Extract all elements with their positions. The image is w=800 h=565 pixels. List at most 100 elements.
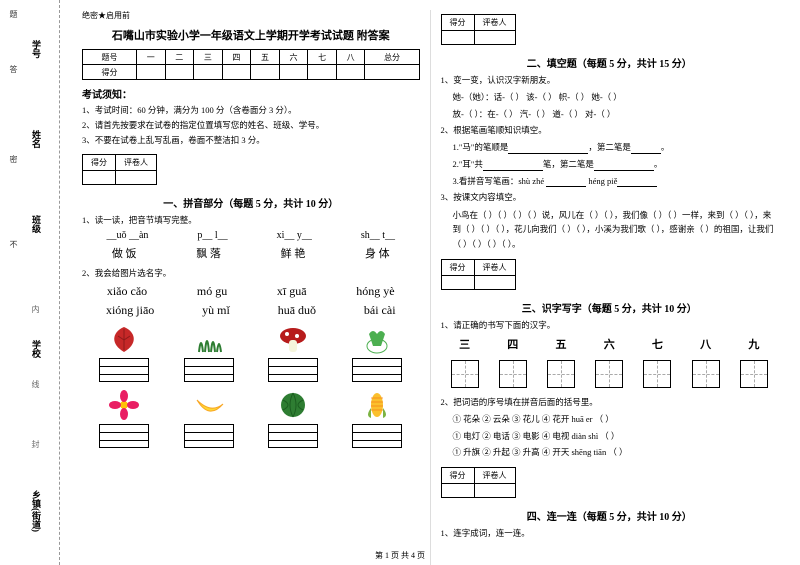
pn2-1: yù mǐ (202, 303, 230, 318)
exam-title: 石嘴山市实验小学一年级语文上学期开学考试试题 附答案 (82, 27, 420, 43)
ch-2: 鲜 艳 (281, 245, 306, 261)
th-0: 题号 (83, 50, 137, 65)
py-0: __uǒ __àn (106, 230, 148, 241)
q3-2: 2、把词语的序号填在拼音后面的括号里。 (441, 396, 779, 409)
cl-0: 三 (459, 336, 470, 352)
score-box-3: 得分评卷人 (441, 259, 516, 290)
pn2-2: huā duǒ (278, 303, 316, 318)
cl-3: 六 (604, 336, 615, 352)
char-boxes (441, 360, 779, 388)
th-3: 三 (194, 50, 223, 65)
q4-1: 1、连字成词，连一连。 (441, 527, 779, 540)
th-5: 五 (251, 50, 280, 65)
field-xuehao: 学号 (30, 40, 43, 58)
char-row: 做 饭 飘 落 鲜 艳 身 体 (82, 245, 420, 261)
left-column: 绝密★启用前 石嘴山市实验小学一年级语文上学期开学考试试题 附答案 题号 一 二… (72, 10, 431, 565)
py-1: p__ l__ (197, 230, 227, 241)
cl-4: 七 (652, 336, 663, 352)
box-1 (499, 360, 527, 388)
pinyin-names-1: xiǎo cǎo mó gu xī guā hóng yè (82, 284, 420, 299)
ch-3: 身 体 (365, 245, 390, 261)
cl-5: 八 (700, 336, 711, 352)
char-labels: 三 四 五 六 七 八 九 (441, 336, 779, 352)
pn2-3: bái cài (364, 303, 396, 318)
sb2-c2: 评卷人 (474, 15, 515, 31)
img-grass (184, 324, 234, 384)
score-box-1: 得分评卷人 (82, 154, 157, 185)
hint-feng: 封 (30, 440, 41, 448)
q3-2-l2: ① 电灯 ② 电话 ③ 电影 ④ 电视 diàn shì （ ） (441, 430, 779, 443)
th-8: 八 (336, 50, 365, 65)
img-corn (352, 390, 402, 450)
pn-0: xiǎo cǎo (107, 284, 147, 299)
py-3: sh__ t__ (361, 230, 395, 241)
sb1-c1: 得分 (83, 154, 116, 170)
pn-1: mó gu (197, 284, 227, 299)
row2-label: 得分 (83, 65, 137, 80)
ch-1: 飘 落 (196, 245, 221, 261)
sb4-c1: 得分 (441, 468, 474, 484)
hint-nei: 内 (30, 305, 41, 313)
img-leaf (99, 324, 149, 384)
q3-2-l3: ① 升旗 ② 升起 ③ 升高 ④ 开天 shēng tiān （ ） (441, 446, 779, 459)
secret-label: 绝密★启用前 (82, 10, 420, 21)
pn2-0: xióng jiāo (106, 303, 154, 318)
section2-title: 二、填空题（每题 5 分，共计 15 分） (441, 55, 779, 70)
image-row-2 (82, 390, 420, 450)
q2-1-l1: 她-（她）：话-（ ） 该-（ ） 帜-（ ） 她-（ ） (441, 91, 779, 104)
hint-mi: 密 (8, 155, 19, 163)
main-content: 绝密★启用前 石嘴山市实验小学一年级语文上学期开学考试试题 附答案 题号 一 二… (60, 0, 800, 565)
th-4: 四 (222, 50, 251, 65)
th-6: 六 (279, 50, 308, 65)
pinyin-row: __uǒ __àn p__ l__ xi__ y__ sh__ t__ (82, 230, 420, 241)
box-6 (740, 360, 768, 388)
q2-3-text: 小鸟在（ ）（ ）（ ）（ ）说，风儿在（ ）（ ），我们像（ ）（ ）一样，来… (441, 208, 779, 251)
hint-bu: 不 (8, 240, 19, 248)
img-cabbage (352, 324, 402, 384)
pn-2: xī guā (277, 284, 307, 299)
img-flower (99, 390, 149, 450)
sb3-c1: 得分 (441, 260, 474, 276)
th-9: 总分 (365, 50, 419, 65)
q2-2: 2、根据笔画笔顺知识填空。 (441, 124, 779, 137)
section4-title: 四、连一连（每题 5 分，共计 10 分） (441, 508, 779, 523)
sb4-c2: 评卷人 (474, 468, 515, 484)
img-watermelon (268, 390, 318, 450)
cl-1: 四 (507, 336, 518, 352)
th-2: 二 (165, 50, 194, 65)
q2-1: 1、变一变，认识汉字新朋友。 (441, 74, 779, 87)
img-banana (184, 390, 234, 450)
py-2: xi__ y__ (277, 230, 312, 241)
binding-column: 题 学号 答 姓名 密 班级 不 内 学校 线 封 乡镇(街道) (0, 0, 60, 565)
q2-2-3: 3.看拼音写笔画：shù zhé héng piě (441, 175, 779, 188)
hint-xian: 线 (30, 380, 41, 388)
q2-3: 3、按课文内容填空。 (441, 191, 779, 204)
pinyin-names-2: xióng jiāo yù mǐ huā duǒ bái cài (82, 303, 420, 318)
notice-1: 1、考试时间：60 分钟，满分为 100 分（含卷面分 3 分）。 (82, 105, 420, 117)
section1-title: 一、拼音部分（每题 5 分，共计 10 分） (82, 195, 420, 210)
page-footer: 第 1 页 共 4 页 (0, 550, 800, 561)
pn-3: hóng yè (356, 284, 394, 299)
q2-2-1: 1."马"的笔顺是，第二笔是。 (441, 141, 779, 154)
field-xingming: 姓名 (30, 130, 43, 148)
th-7: 七 (308, 50, 337, 65)
q1-1: 1、读一读，把音节填写完整。 (82, 214, 420, 227)
field-xuexiao: 学校 (30, 340, 43, 358)
notice-title: 考试须知： (82, 86, 420, 101)
box-2 (547, 360, 575, 388)
th-1: 一 (136, 50, 165, 65)
field-xiangzhen: 乡镇(街道) (30, 490, 43, 532)
ch-0: 做 饭 (112, 245, 137, 261)
sb3-c2: 评卷人 (474, 260, 515, 276)
sb1-c2: 评卷人 (116, 154, 157, 170)
notice-3: 3、不要在试卷上乱写乱画，卷面不整洁扣 3 分。 (82, 135, 420, 147)
right-column: 得分评卷人 二、填空题（每题 5 分，共计 15 分） 1、变一变，认识汉字新朋… (431, 10, 789, 565)
box-5 (692, 360, 720, 388)
score-box-2: 得分评卷人 (441, 14, 516, 45)
score-box-4: 得分评卷人 (441, 467, 516, 498)
cl-6: 九 (748, 336, 759, 352)
hint-da: 答 (8, 65, 19, 73)
sb2-c1: 得分 (441, 15, 474, 31)
image-row-1 (82, 324, 420, 384)
side-note: 题 (8, 10, 19, 18)
